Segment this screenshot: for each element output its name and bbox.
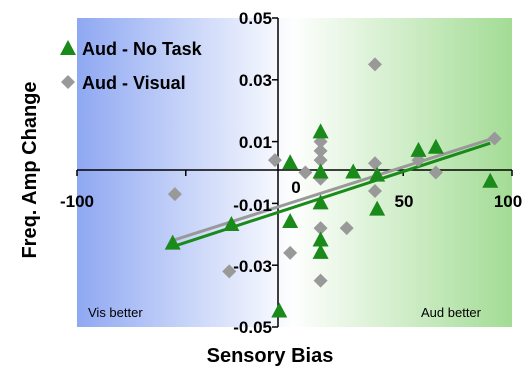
trendline-visual <box>172 136 496 242</box>
no-task-point <box>345 163 362 179</box>
no-task-point <box>271 302 288 318</box>
no-task-point <box>427 138 444 154</box>
visual-point <box>428 165 443 180</box>
y-tick-label-neg0.03: -0.03 <box>233 257 272 276</box>
legend: Aud - No Task Aud - Visual <box>60 39 203 93</box>
visual-point <box>313 221 328 236</box>
visual-point <box>313 143 328 158</box>
legend-label-no-task: Aud - No Task <box>82 39 203 59</box>
no-task-point <box>282 154 299 170</box>
no-task-point <box>312 243 329 259</box>
y-tick-label-0.01: 0.01 <box>239 133 272 152</box>
no-task-point <box>482 172 499 188</box>
data-points <box>164 57 502 318</box>
no-task-point <box>164 234 181 250</box>
legend-diamond-marker <box>61 75 75 89</box>
no-task-point <box>223 216 240 232</box>
no-task-point <box>369 166 386 182</box>
visual-point <box>487 131 502 146</box>
visual-point <box>167 187 182 202</box>
visual-point <box>339 221 354 236</box>
no-task-point <box>369 200 386 216</box>
x-tick-label-0: 0 <box>291 178 300 197</box>
no-task-point <box>282 212 299 228</box>
y-tick-label-0.05: 0.05 <box>239 9 272 28</box>
visual-point <box>367 184 382 199</box>
y-axis-title: Freq. Amp Change <box>19 81 41 258</box>
y-tick-label-neg0.05: -0.05 <box>233 318 272 337</box>
legend-label-visual: Aud - Visual <box>82 73 186 93</box>
no-task-point <box>312 231 329 247</box>
x-tick-label-neg100: -100 <box>60 192 94 211</box>
visual-point <box>283 245 298 260</box>
no-task-point <box>312 163 329 179</box>
legend-triangle-marker <box>60 40 76 55</box>
visual-point <box>298 165 313 180</box>
annotation-vis-better: Vis better <box>88 305 143 320</box>
visual-point <box>313 153 328 168</box>
y-tick-label-0.03: 0.03 <box>239 71 272 90</box>
no-task-point <box>312 123 329 139</box>
no-task-point <box>410 141 427 157</box>
x-tick-label-50: 50 <box>395 192 414 211</box>
y-tick-label-neg0.01: -0.01 <box>233 196 272 215</box>
visual-point <box>313 273 328 288</box>
visual-point <box>367 57 382 72</box>
visual-point <box>367 156 382 171</box>
x-tick-label-100: 100 <box>494 192 522 211</box>
visual-point <box>222 264 237 279</box>
annotation-aud-better: Aud better <box>421 305 482 320</box>
x-axis-title: Sensory Bias <box>207 345 334 367</box>
no-task-point <box>312 194 329 210</box>
visual-point <box>267 153 282 168</box>
